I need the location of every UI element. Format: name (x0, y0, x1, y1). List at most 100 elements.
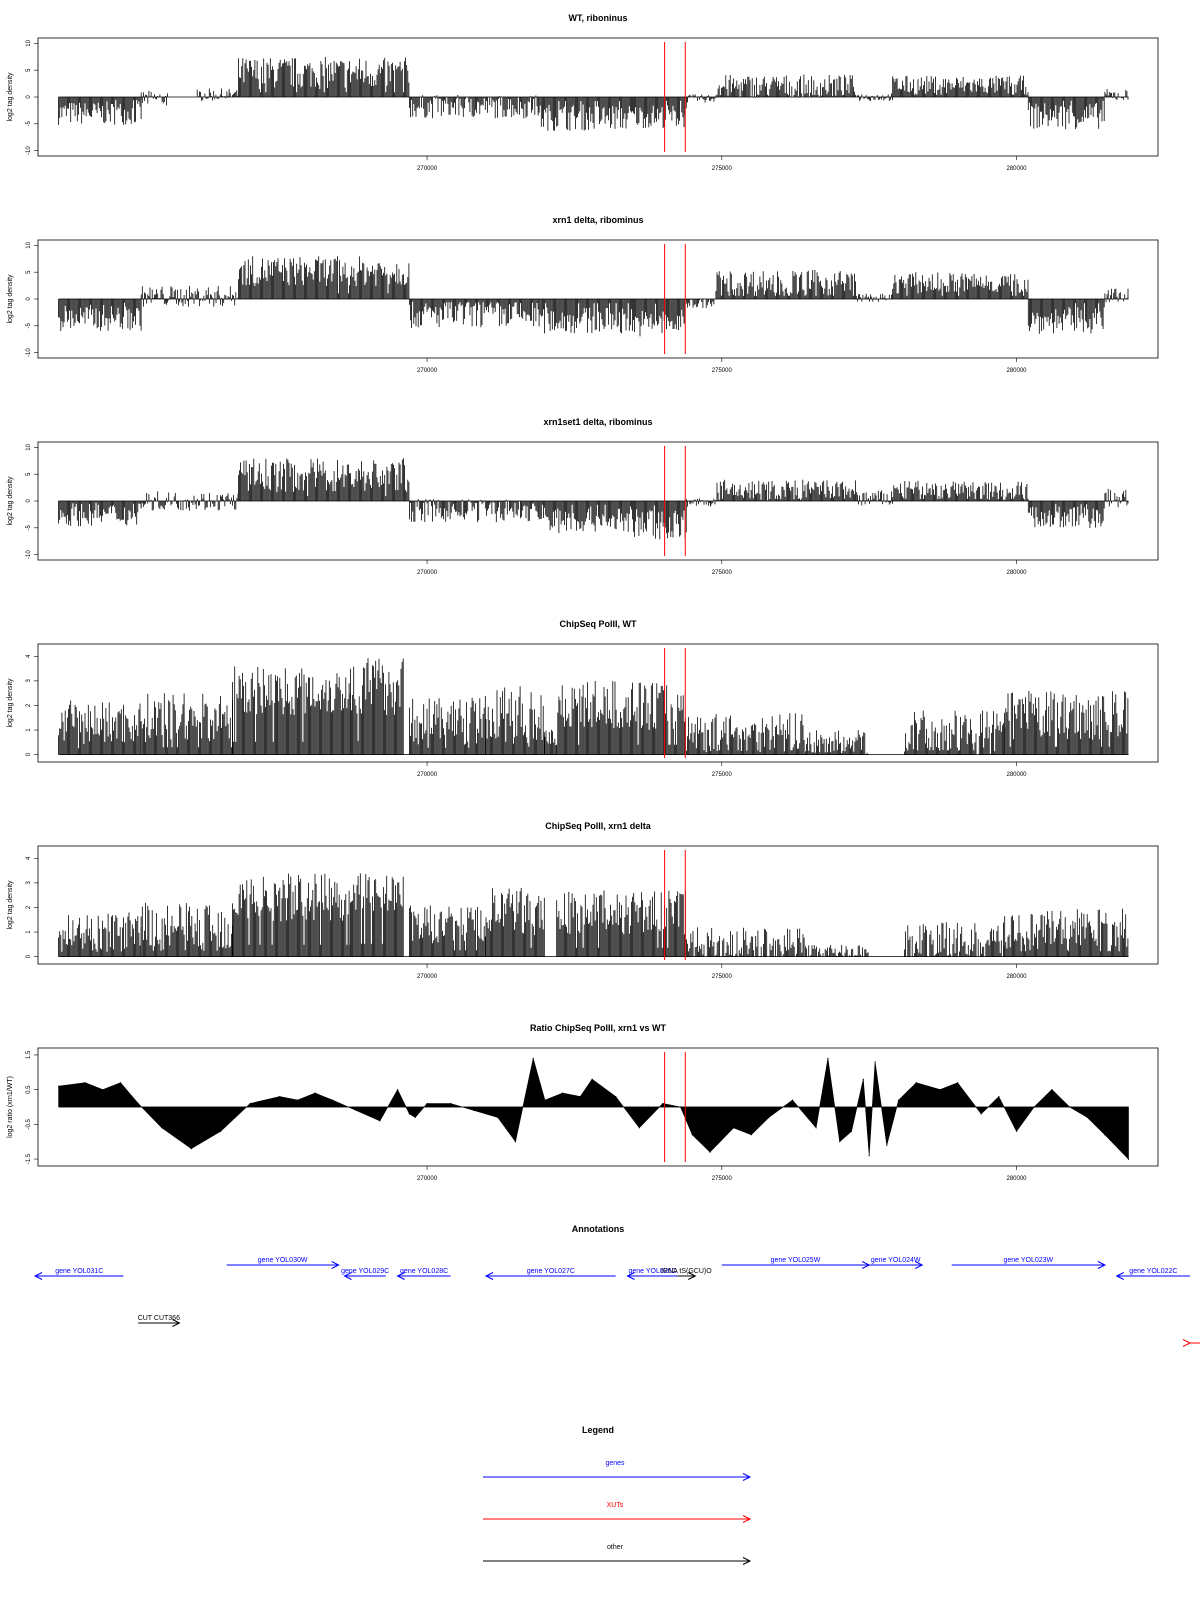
ratio-point (355, 1109, 357, 1112)
ratio-point (815, 1127, 817, 1129)
x-tick-label: 275000 (712, 368, 733, 374)
y-tick-label: -5 (26, 524, 32, 530)
ratio-point (839, 1141, 841, 1143)
ratio-point (768, 1116, 770, 1118)
y-axis-label: log2 tag density (7, 880, 14, 930)
arrowhead (343, 1272, 352, 1280)
ratio-point (1127, 1158, 1130, 1160)
plot-frame (37, 643, 1159, 763)
panel-4: ChipSeq PolII, WT 0 1 2 3 4 log2 tag density 27… (7, 619, 1159, 778)
ratio-area (58, 1058, 1129, 1160)
x-tick-label: 275000 (712, 1176, 733, 1182)
panel-title: xrn1set1 delta, ribominus (543, 417, 652, 427)
ratio-point (190, 1148, 192, 1150)
x-tick-label: 280000 (1007, 772, 1028, 778)
y-tick-label: -10 (26, 550, 32, 559)
ratio-point (279, 1096, 281, 1098)
ratio-point (397, 1089, 399, 1091)
data-series (58, 458, 1129, 540)
x-tick-label: 270000 (417, 1176, 438, 1182)
y-tick-label: 0 (26, 499, 32, 503)
ratio-point (450, 1102, 452, 1105)
y-tick-label: -10 (26, 348, 32, 357)
y-tick-label: 1 (26, 728, 32, 732)
ratio-point (850, 1130, 853, 1132)
ratio-point (161, 1127, 163, 1129)
x-tick-label: 280000 (1007, 368, 1028, 374)
data-series (58, 658, 1129, 755)
panel-1: WT, riboninus -10 -5 0 5 10 log2 tag density 27… (7, 13, 1159, 172)
ratio-point (862, 1078, 864, 1080)
panel-title: WT, riboninus (569, 13, 628, 23)
ratio-point (408, 1113, 410, 1115)
ratio-point (957, 1082, 959, 1084)
annotation-label: gene YOL031C (55, 1268, 103, 1275)
y-tick-label: -5 (26, 120, 32, 126)
y-tick-label: 4 (26, 654, 32, 658)
x-tick-label: 270000 (417, 974, 438, 980)
ratio-point (791, 1099, 794, 1101)
annotations-panel: Annotations gene YOL031C gene YOL030W gene … (33, 1224, 1200, 1347)
ratio-point (137, 1102, 139, 1105)
ratio-point (638, 1127, 640, 1129)
ratio-point (874, 1061, 876, 1063)
y-tick-label: 2 (26, 703, 32, 707)
annotations-title: Annotations (572, 1224, 625, 1234)
ratio-point (473, 1109, 475, 1112)
panel-2: xrn1 delta, ribominus -10 -5 0 5 10 log2 tag d… (7, 215, 1159, 374)
ratio-point (414, 1116, 416, 1118)
ratio-point (102, 1089, 104, 1091)
ratio-point (119, 1082, 122, 1084)
ratio-point (220, 1130, 222, 1132)
ratio-point (514, 1141, 517, 1143)
y-tick-label: 0.5 (26, 1085, 32, 1094)
ratio-point (58, 1085, 60, 1087)
ratio-point (662, 1102, 664, 1105)
ratio-point (1104, 1134, 1106, 1136)
panel-3: xrn1set1 delta, ribominus -10 -5 0 5 10 log2 t… (7, 417, 1159, 576)
annotation-feature: gene YOL029C (341, 1268, 389, 1280)
ratio-point (84, 1082, 86, 1084)
ratio-point (544, 1099, 546, 1101)
x-tick-label: 280000 (1007, 570, 1028, 576)
y-tick-label: 0 (26, 954, 32, 958)
y-tick-label: 3 (26, 679, 32, 683)
ratio-point (750, 1134, 752, 1136)
y-tick-label: 5 (26, 472, 32, 476)
y-tick-label: 5 (26, 68, 32, 72)
y-tick-label: 1.5 (26, 1050, 32, 1059)
panel-title: ChipSeq PolII, WT (560, 619, 637, 629)
y-tick-label: 10 (26, 39, 32, 46)
ratio-point (591, 1078, 593, 1080)
ratio-point (733, 1127, 735, 1129)
ratio-point (691, 1134, 693, 1136)
ratio-point (497, 1116, 499, 1118)
y-tick-label: 0 (26, 297, 32, 301)
ratio-point (562, 1092, 564, 1094)
y-tick-label: -5 (26, 322, 32, 328)
ratio-point (1051, 1089, 1053, 1091)
panel-6: Ratio ChipSeq PolII, xrn1 vs WT -1.5 -0.5 0… (7, 1023, 1159, 1182)
y-tick-label: 10 (26, 241, 32, 248)
x-tick-label: 270000 (417, 772, 438, 778)
plot-frame (37, 845, 1159, 965)
ratio-point (379, 1120, 381, 1122)
y-axis-label: log2 tag density (7, 476, 14, 526)
ratio-point (296, 1099, 298, 1101)
ratio-point (332, 1099, 334, 1101)
y-axis-label: log2 tag density (7, 72, 14, 122)
ratio-point (980, 1113, 982, 1115)
plot-frame (37, 1047, 1159, 1167)
annotation-label: gene YOL030W (258, 1257, 308, 1264)
ratio-point (827, 1057, 829, 1059)
data-series (58, 57, 1129, 131)
ratio-point (868, 1155, 870, 1157)
x-tick-label: 275000 (712, 974, 733, 980)
y-tick-label: -0.5 (26, 1119, 32, 1130)
data-series (58, 873, 1129, 957)
y-tick-label: 4 (26, 856, 32, 860)
data-series (58, 1057, 1130, 1160)
y-tick-label: 5 (26, 270, 32, 274)
panel-title: ChipSeq PolII, xrn1 delta (545, 821, 652, 831)
